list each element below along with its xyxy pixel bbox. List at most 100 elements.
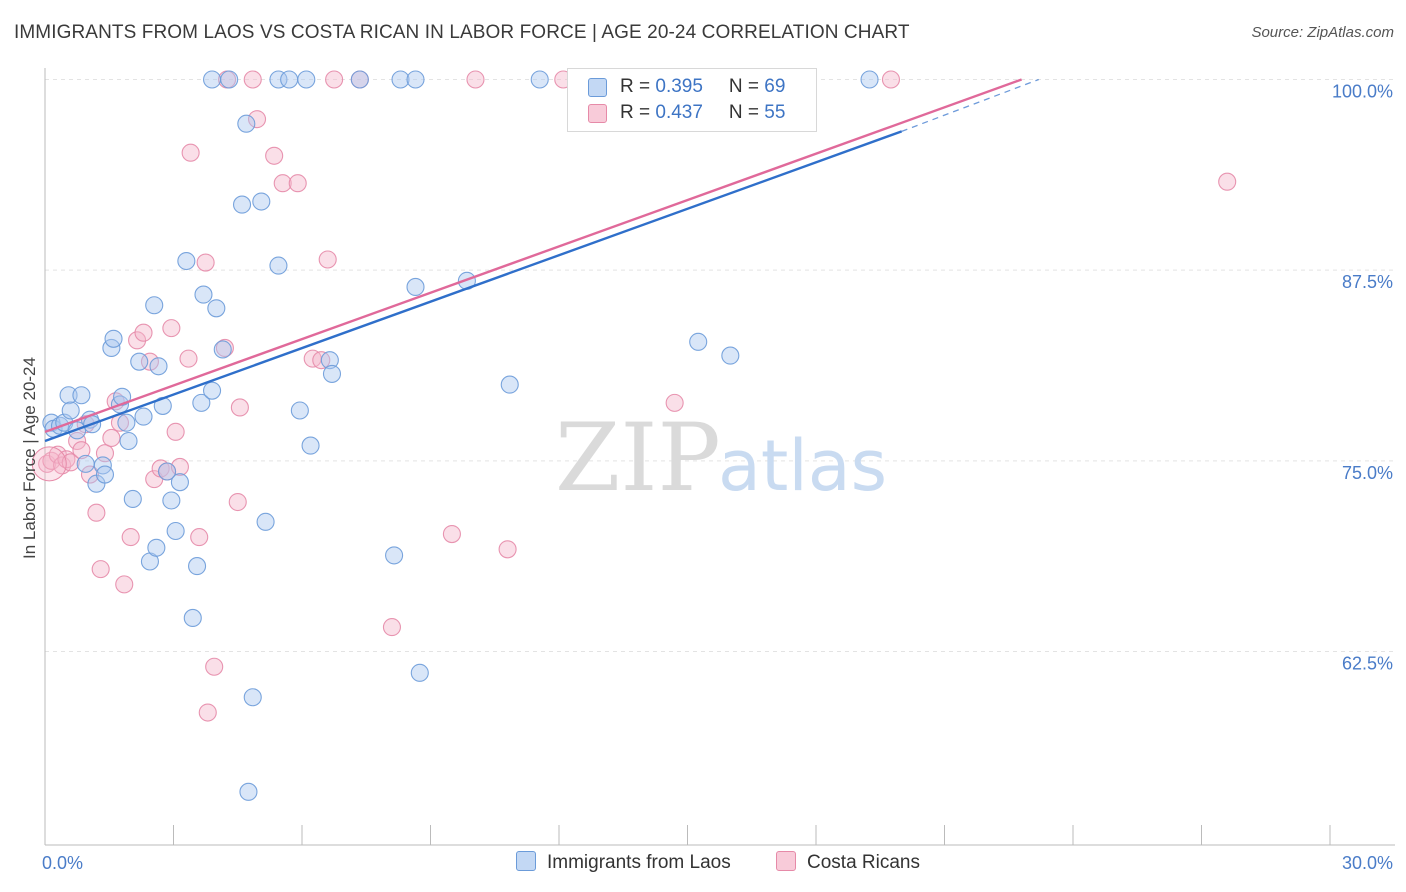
laos-point-25 xyxy=(147,538,166,557)
laos-point-45 xyxy=(256,512,275,531)
y-tick-label-0: 62.5% xyxy=(1342,654,1393,674)
laos-point-40 xyxy=(232,195,252,214)
laos-point-63 xyxy=(350,70,369,89)
costa-ricans-legend-swatch xyxy=(776,851,796,871)
laos-point-34 xyxy=(188,557,207,576)
costa-ricans-r-value: 0.437 xyxy=(655,102,703,123)
laos-point-33 xyxy=(183,608,202,627)
costa-ricans-point-35 xyxy=(230,398,249,417)
costa-ricans-point-31 xyxy=(198,703,217,722)
costa-ricans-n-value: 55 xyxy=(764,102,786,123)
watermark-atlas: atlas xyxy=(718,425,887,507)
laos-point-48 xyxy=(301,436,320,455)
costa-ricans-point-29 xyxy=(190,528,209,547)
costa-ricans-point-39 xyxy=(288,174,307,193)
n-label: N = xyxy=(728,102,765,123)
laos-n-value: 69 xyxy=(764,76,786,97)
costa-ricans-point-47 xyxy=(1218,172,1237,191)
laos-point-64 xyxy=(391,70,410,89)
watermark-zip: ZIP xyxy=(555,404,721,513)
laos-point-39 xyxy=(213,340,232,359)
laos-point-29 xyxy=(162,491,181,510)
costa-ricans-point-38 xyxy=(273,174,292,193)
laos-point-15 xyxy=(104,329,123,348)
y-tick-label-1: 75.0% xyxy=(1342,463,1393,483)
costa-ricans-point-52 xyxy=(466,70,485,89)
y-tick-label-2: 87.5% xyxy=(1342,272,1393,292)
laos-legend-swatch xyxy=(516,851,536,871)
costa-ricans-point-43 xyxy=(382,618,402,637)
laos-point-57 xyxy=(721,346,740,365)
correlation-legend: R = 0.395 N = 69 R = 0.437 N = 55 xyxy=(567,68,817,132)
costa-ricans-point-34 xyxy=(228,492,247,512)
costa-ricans-point-9 xyxy=(80,465,100,484)
costa-ricans-point-32 xyxy=(205,657,224,676)
costa-ricans-point-37 xyxy=(265,146,284,165)
tick-labels: 62.5% 75.0% 87.5% 100.0% 0.0% 30.0% xyxy=(42,82,1393,874)
costa-ricans-point-30 xyxy=(196,253,215,272)
laos-point-19 xyxy=(119,431,138,451)
r-label: R = xyxy=(620,102,656,123)
laos-point-65 xyxy=(406,70,425,89)
costa-ricans-point-20 xyxy=(140,352,159,371)
laos-point-56 xyxy=(689,332,708,351)
costa-ricans-point-11 xyxy=(91,560,110,579)
laos-point-60 xyxy=(269,70,288,89)
costa-ricans-point-19 xyxy=(134,323,153,342)
laos-point-18 xyxy=(117,413,136,432)
laos-point-8 xyxy=(76,454,95,473)
costa-ricans-point-50 xyxy=(325,70,344,89)
laos-point-43 xyxy=(239,782,258,801)
laos-point-4 xyxy=(59,386,78,405)
laos-point-26 xyxy=(149,357,168,376)
x-tick-label-max: 30.0% xyxy=(1342,853,1393,873)
laos-point-21 xyxy=(130,352,149,371)
laos-swatch xyxy=(588,78,607,97)
laos-point-55 xyxy=(500,375,519,394)
laos-point-68 xyxy=(860,70,879,89)
y-tick-label-3: 100.0% xyxy=(1332,82,1393,102)
laos-point-37 xyxy=(203,381,222,400)
costa-ricans-point-49 xyxy=(243,70,262,89)
laos-point-52 xyxy=(406,277,425,296)
series-legend-costa-ricans: Costa Ricans xyxy=(776,851,920,874)
laos-point-35 xyxy=(192,393,211,412)
laos-point-50 xyxy=(322,364,342,383)
costa-ricans-point-24 xyxy=(162,319,181,338)
laos-point-49 xyxy=(320,351,339,370)
laos-point-51 xyxy=(385,546,404,565)
costa-ricans-point-17 xyxy=(121,528,140,547)
y-axis-label: In Labor Force | Age 20-24 xyxy=(20,357,39,559)
laos-point-66 xyxy=(530,70,549,89)
laos-point-41 xyxy=(237,114,256,133)
source-label: Source: ZipAtlas.com xyxy=(1251,24,1394,41)
costa-ricans-legend-label: Costa Ricans xyxy=(807,852,920,873)
costa-ricans-point-28 xyxy=(181,143,200,162)
laos-point-38 xyxy=(207,299,226,318)
series-legend-laos: Immigrants from Laos xyxy=(516,851,731,874)
costa-ricans-point-27 xyxy=(179,349,198,368)
costa-ricans-point-25 xyxy=(166,422,185,441)
costa-ricans-swatch xyxy=(588,104,607,123)
laos-point-24 xyxy=(145,296,164,315)
costa-ricans-point-54 xyxy=(881,70,901,89)
laos-point-22 xyxy=(134,407,153,426)
laos-point-28 xyxy=(158,462,177,481)
costa-ricans-point-13 xyxy=(102,428,121,448)
laos-point-5 xyxy=(61,401,80,420)
laos-point-13 xyxy=(95,465,115,484)
laos-points xyxy=(42,70,879,801)
costa-ricans-point-16 xyxy=(115,575,134,594)
costa-ricans-point-45 xyxy=(498,540,517,559)
laos-trend-extension xyxy=(901,78,1039,132)
laos-point-36 xyxy=(194,285,213,304)
costa-ricans-point-42 xyxy=(318,250,337,269)
laos-point-59 xyxy=(220,70,239,89)
laos-point-20 xyxy=(123,489,142,509)
laos-point-58 xyxy=(203,70,222,89)
costa-ricans-point-6 xyxy=(68,431,87,451)
laos-point-32 xyxy=(177,251,196,271)
axes xyxy=(44,68,1395,846)
gridlines xyxy=(45,79,1395,652)
